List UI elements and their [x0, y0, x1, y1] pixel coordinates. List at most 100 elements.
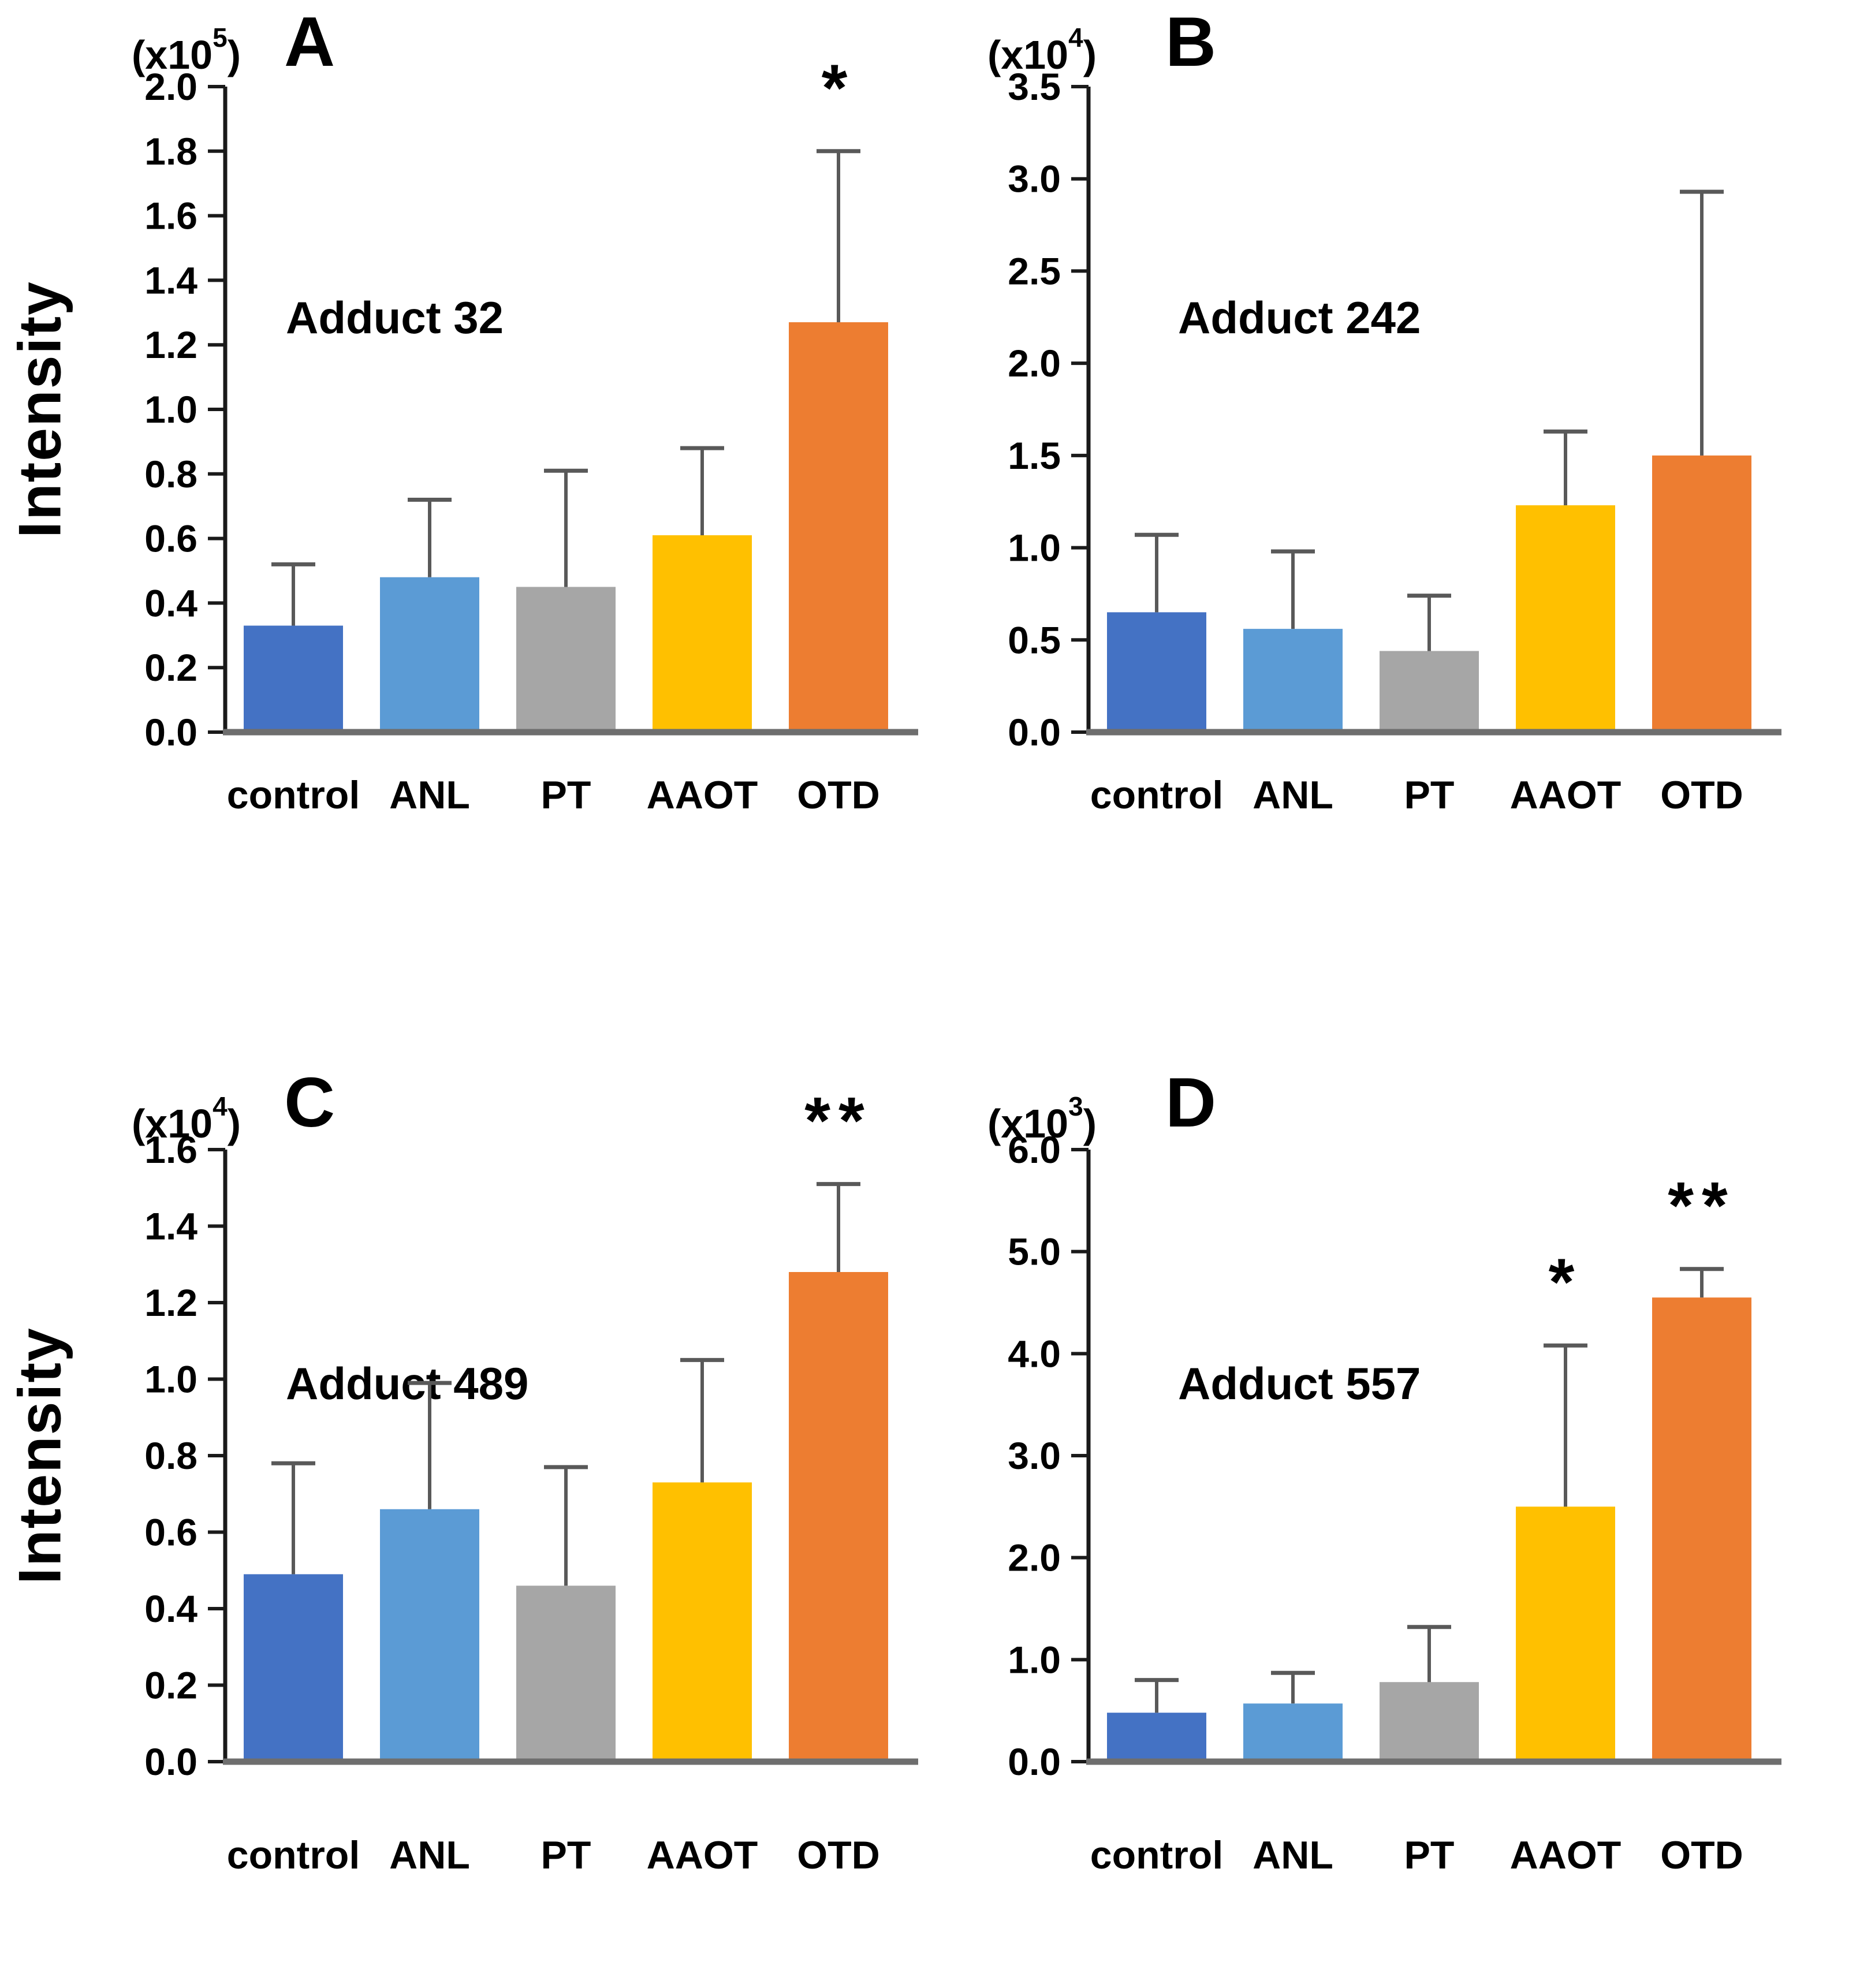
- x-tick-label-control: control: [227, 1833, 360, 1877]
- y-axis-scale-label: (x103): [987, 1091, 1097, 1147]
- panel-c: Intensity (x104) C Adduct 489 0.0 0.2 0.4 0…: [0, 994, 930, 1988]
- scale-prefix: (x10: [987, 32, 1069, 77]
- bar-PT: [1380, 651, 1479, 732]
- y-tick-label: 1.4: [144, 1205, 197, 1248]
- panel-letter: A: [284, 2, 336, 81]
- bar-chart-adduct-242: 0.0 0.5 1.0 1.5 2.0 2.5 3.0 3.5 control ANL PT AAOT…: [1008, 65, 1781, 817]
- bar-PT: [516, 1586, 616, 1762]
- y-axis-scale-label: (x104): [987, 22, 1097, 78]
- y-tick-label: 0.0: [144, 1740, 197, 1783]
- bar-AAOT: [1516, 1506, 1615, 1762]
- y-tick-label: 4.0: [1008, 1332, 1061, 1375]
- x-tick-label-OTD: OTD: [797, 1833, 880, 1877]
- panel-letter: D: [1165, 1063, 1217, 1142]
- chart-title: Adduct 32: [286, 292, 504, 343]
- y-tick-label: 0.4: [144, 1587, 197, 1630]
- x-tick-label-OTD: OTD: [1660, 1833, 1743, 1877]
- bar-chart-adduct-489: 0.0 0.2 0.4 0.6 0.8 1.0 1.2 1.4 1.6 ** control ANL P…: [144, 1084, 918, 1877]
- panel-letter: C: [284, 1063, 336, 1142]
- bar-PT: [516, 587, 616, 732]
- x-tick-label-AAOT: AAOT: [647, 773, 758, 817]
- x-tick-label-OTD: OTD: [1660, 773, 1743, 817]
- bar-chart-adduct-557: 0.01.02.03.04.05.06.0***control ANL PT AAOT…: [1008, 1128, 1781, 1877]
- bar-AAOT: [1516, 505, 1615, 732]
- panel-letter: B: [1165, 2, 1217, 81]
- scale-exponent: 4: [213, 1091, 228, 1121]
- y-tick-label: 0.6: [144, 1511, 197, 1554]
- x-tick-label-control: control: [1090, 773, 1223, 817]
- y-tick-label: 0.5: [1008, 618, 1061, 661]
- x-tick-label-ANL: ANL: [389, 773, 470, 817]
- y-tick-label: 2.0: [144, 65, 197, 108]
- y-tick-label: 5.0: [1008, 1230, 1061, 1273]
- y-axis-scale-label: (x105): [132, 22, 241, 78]
- x-tick-label-AAOT: AAOT: [1510, 1833, 1622, 1877]
- significance-marker-OTD: **: [804, 1084, 873, 1158]
- y-tick-label: 1.0: [144, 1358, 197, 1401]
- scale-suffix: ): [227, 32, 241, 77]
- y-tick-label: 2.5: [1008, 249, 1061, 292]
- y-tick-label: 0.8: [144, 1434, 197, 1477]
- panel-d: (x103) D Adduct 557 0.0 1.0 2.0 3.0 4.0 5.0 6.…: [930, 994, 1860, 1988]
- scale-suffix: ): [1083, 1101, 1097, 1146]
- y-tick-label: 3.0: [1008, 1434, 1061, 1477]
- bar-control: [244, 1574, 343, 1762]
- bar-ANL: [1243, 1703, 1343, 1762]
- scale-exponent: 3: [1068, 1091, 1083, 1121]
- bar-ANL: [380, 577, 479, 732]
- y-tick-label: 3.0: [1008, 158, 1061, 200]
- x-tick-label-control: control: [227, 773, 360, 817]
- y-tick-label: 0.6: [144, 517, 197, 560]
- scale-prefix: (x10: [132, 1101, 213, 1146]
- bar-chart-adduct-32: 0.0 0.2 0.4 0.6 0.8 1.0 1.2 1.4 1.6 1.8 2.0 * contro…: [144, 51, 918, 817]
- scale-prefix: (x10: [132, 32, 213, 77]
- bar-control: [244, 625, 343, 732]
- y-tick-label: 1.2: [144, 1281, 197, 1324]
- y-tick-label: 0.0: [144, 711, 197, 754]
- y-tick-label: 1.0: [1008, 1638, 1061, 1681]
- chart-title: Adduct 489: [286, 1358, 529, 1409]
- y-tick-label: 1.4: [144, 259, 197, 301]
- x-tick-label-control: control: [1090, 1833, 1223, 1877]
- x-tick-label-PT: PT: [1404, 773, 1455, 817]
- x-tick-label-ANL: ANL: [389, 1833, 470, 1877]
- significance-marker-OTD: **: [1668, 1169, 1736, 1243]
- y-tick-label: 1.0: [1008, 527, 1061, 569]
- bar-AAOT: [653, 535, 752, 732]
- y-tick-label: 6.0: [1008, 1128, 1061, 1171]
- chart-title: Adduct 557: [1178, 1358, 1421, 1409]
- y-tick-label: 2.0: [1008, 1536, 1061, 1579]
- x-tick-label-AAOT: AAOT: [1510, 773, 1622, 817]
- scale-exponent: 4: [1068, 23, 1083, 53]
- x-tick-label-PT: PT: [1404, 1833, 1455, 1877]
- scale-suffix: ): [227, 1101, 241, 1146]
- y-tick-label: 1.2: [144, 323, 197, 366]
- bar-control: [1107, 612, 1206, 732]
- y-tick-label: 1.6: [144, 1128, 197, 1171]
- significance-marker-OTD: *: [822, 51, 856, 125]
- bar-OTD: [1652, 455, 1751, 732]
- y-tick-label: 0.2: [144, 646, 197, 689]
- significance-marker-AAOT: *: [1549, 1245, 1583, 1319]
- scale-exponent: 5: [213, 23, 228, 53]
- y-axis-scale-label: (x104): [132, 1091, 241, 1147]
- bar-PT: [1380, 1682, 1479, 1762]
- scale-prefix: (x10: [987, 1101, 1069, 1146]
- x-tick-label-ANL: ANL: [1253, 1833, 1333, 1877]
- x-tick-label-AAOT: AAOT: [647, 1833, 758, 1877]
- bar-ANL: [380, 1509, 479, 1762]
- y-tick-label: 0.2: [144, 1664, 197, 1707]
- y-tick-label: 0.0: [1008, 711, 1061, 754]
- x-tick-label-PT: PT: [541, 773, 591, 817]
- panel-b: (x104) B Adduct 242 0.0 0.5 1.0 1.5 2.0 2.5 3.…: [930, 0, 1860, 994]
- x-tick-label-ANL: ANL: [1253, 773, 1333, 817]
- bar-OTD: [789, 322, 888, 732]
- y-tick-label: 0.0: [1008, 1740, 1061, 1783]
- bar-control: [1107, 1713, 1206, 1762]
- y-tick-label: 1.5: [1008, 434, 1061, 477]
- bar-ANL: [1243, 629, 1343, 732]
- y-tick-label: 1.6: [144, 195, 197, 237]
- x-tick-label-OTD: OTD: [797, 773, 880, 817]
- y-tick-label: 0.4: [144, 581, 197, 624]
